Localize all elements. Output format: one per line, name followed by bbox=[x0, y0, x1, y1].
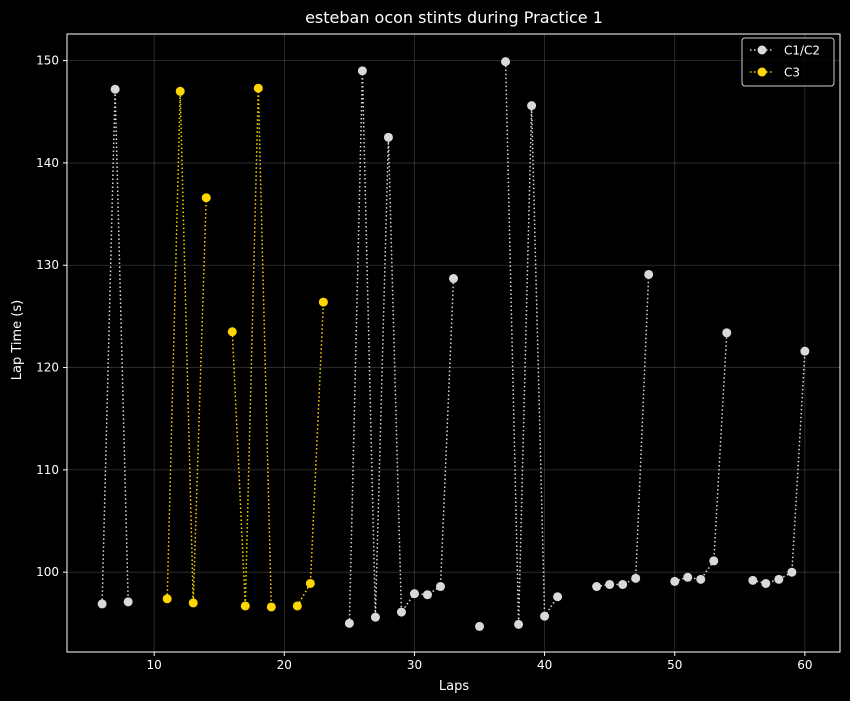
data-point bbox=[514, 619, 524, 629]
data-point bbox=[800, 346, 810, 356]
data-point bbox=[618, 579, 628, 589]
data-point bbox=[670, 576, 680, 586]
data-point bbox=[253, 83, 263, 93]
data-point bbox=[370, 612, 380, 622]
data-point bbox=[422, 590, 432, 600]
series-line bbox=[231, 88, 273, 608]
data-point bbox=[383, 132, 393, 142]
y-tick-label: 110 bbox=[36, 463, 59, 477]
data-point bbox=[409, 589, 419, 599]
series-layer bbox=[97, 57, 810, 631]
data-point bbox=[774, 574, 784, 584]
x-axis-label: Laps bbox=[439, 679, 469, 694]
data-point bbox=[175, 86, 185, 96]
grid bbox=[67, 34, 840, 652]
data-point bbox=[240, 601, 250, 611]
data-point bbox=[396, 607, 406, 617]
data-point bbox=[305, 578, 315, 588]
data-point bbox=[435, 582, 445, 592]
data-point bbox=[592, 582, 602, 592]
y-tick-label: 100 bbox=[36, 565, 59, 579]
data-point bbox=[553, 592, 563, 602]
series-c3 bbox=[162, 83, 328, 612]
x-tick-label: 10 bbox=[147, 658, 162, 672]
legend: C1/C2 C3 bbox=[741, 37, 835, 87]
data-point bbox=[644, 269, 654, 279]
chart-title: esteban ocon stints during Practice 1 bbox=[305, 8, 603, 27]
data-point bbox=[201, 193, 211, 203]
data-point bbox=[449, 274, 458, 284]
legend-label: C1/C2 bbox=[784, 44, 820, 58]
data-point bbox=[761, 578, 771, 588]
data-point bbox=[110, 84, 120, 94]
x-tick-label: 40 bbox=[537, 658, 552, 672]
axes: 10 20 30 40 50 60 100 110 120 130 140 150 bbox=[36, 33, 841, 672]
data-point bbox=[344, 618, 354, 628]
data-point bbox=[266, 602, 276, 612]
data-point bbox=[748, 575, 758, 585]
series-c1-c2 bbox=[97, 57, 810, 631]
data-point bbox=[527, 101, 537, 111]
legend-marker bbox=[757, 45, 767, 55]
legend-label: C3 bbox=[784, 66, 800, 80]
x-tick-label: 20 bbox=[277, 658, 292, 672]
y-tick-label: 130 bbox=[36, 258, 59, 272]
data-point bbox=[123, 597, 133, 607]
data-point bbox=[605, 579, 615, 589]
series-line bbox=[504, 61, 559, 625]
legend-marker bbox=[757, 67, 767, 77]
plot-frame bbox=[66, 33, 841, 653]
x-tick-label: 50 bbox=[667, 658, 682, 672]
series-line bbox=[101, 89, 129, 604]
x-tick-label: 60 bbox=[797, 658, 812, 672]
x-tick-label: 30 bbox=[407, 658, 422, 672]
y-axis-label: Lap Time (s) bbox=[10, 300, 25, 380]
series-line bbox=[296, 302, 325, 607]
data-point bbox=[97, 599, 107, 609]
y-tick-label: 150 bbox=[36, 54, 59, 68]
data-point bbox=[475, 621, 485, 631]
data-point bbox=[683, 572, 693, 582]
data-point bbox=[227, 327, 237, 337]
data-point bbox=[357, 66, 367, 76]
data-point bbox=[188, 598, 198, 608]
data-point bbox=[631, 573, 641, 583]
y-tick-label: 120 bbox=[36, 361, 59, 375]
data-point bbox=[292, 601, 302, 611]
data-point bbox=[709, 556, 719, 566]
data-point bbox=[162, 594, 172, 604]
series-line bbox=[674, 332, 728, 583]
data-point bbox=[787, 567, 797, 577]
series-line bbox=[348, 70, 455, 624]
data-point bbox=[501, 57, 511, 67]
data-point bbox=[540, 611, 550, 621]
data-point bbox=[722, 328, 732, 338]
data-point bbox=[318, 297, 328, 307]
y-tick-label: 140 bbox=[36, 156, 59, 170]
data-point bbox=[696, 574, 706, 584]
